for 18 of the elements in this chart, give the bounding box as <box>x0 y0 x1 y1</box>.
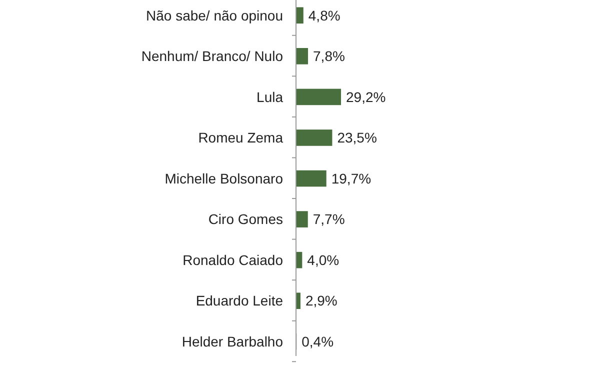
data-label: 4,0% <box>307 252 340 268</box>
data-label: 29,2% <box>346 88 386 105</box>
y-tick-label: Romeu Zema <box>198 130 284 146</box>
data-label: 7,8% <box>313 48 345 64</box>
data-label: 19,7% <box>331 170 372 186</box>
y-tick-label: Nenhum/ Branco/ Nulo <box>141 48 284 64</box>
data-label: 2,9% <box>305 292 338 309</box>
y-tick-label: Helder Barbalho <box>182 334 284 350</box>
y-tick-label: Ronaldo Caiado <box>182 252 284 268</box>
y-tick-label: Lula <box>256 88 284 105</box>
y-tick-label: Ciro Gomes <box>208 211 283 228</box>
data-label: 4,8% <box>308 7 340 24</box>
y-tick-label: Eduardo Leite <box>196 292 284 309</box>
data-label: 7,7% <box>312 211 345 228</box>
y-tick-label: Michelle Bolsonaro <box>164 170 284 186</box>
y-tick-label: Não sabe/ não opinou <box>146 7 283 24</box>
data-label: 0,4% <box>302 334 334 350</box>
data-label: 23,5% <box>337 130 377 146</box>
